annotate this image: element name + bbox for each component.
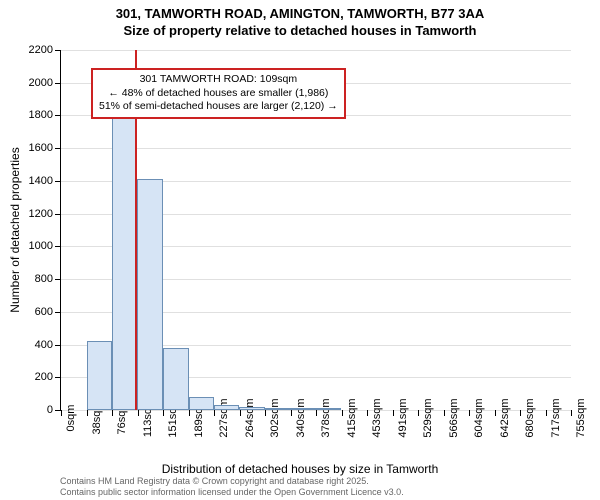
y-tick-label: 200	[35, 371, 53, 383]
y-tick-label: 400	[35, 339, 53, 351]
x-tick	[112, 410, 113, 416]
grid-line	[61, 148, 571, 149]
x-tick	[495, 410, 496, 416]
y-tick	[55, 345, 61, 346]
x-tick-label: 680sqm	[524, 398, 536, 437]
x-tick	[291, 410, 292, 416]
x-tick	[520, 410, 521, 416]
annotation-line-3: 51% of semi-detached houses are larger (…	[99, 100, 338, 114]
x-axis-title: Distribution of detached houses by size …	[0, 462, 600, 476]
x-tick	[367, 410, 368, 416]
annotation-line-2: ← 48% of detached houses are smaller (1,…	[99, 87, 338, 101]
footer-line-1: Contains HM Land Registry data © Crown c…	[60, 476, 404, 487]
x-tick	[240, 410, 241, 416]
chart-container: 301, TAMWORTH ROAD, AMINGTON, TAMWORTH, …	[0, 0, 600, 500]
histogram-bar	[265, 408, 291, 410]
y-axis-title: Number of detached properties	[8, 147, 22, 312]
y-tick-label: 1000	[29, 240, 53, 252]
y-tick	[55, 148, 61, 149]
x-tick	[546, 410, 547, 416]
y-tick	[55, 181, 61, 182]
x-tick	[189, 410, 190, 416]
x-tick-label: 453sqm	[371, 398, 383, 437]
x-tick	[342, 410, 343, 416]
y-tick	[55, 279, 61, 280]
y-tick-label: 800	[35, 273, 53, 285]
plot-area: 0200400600800100012001400160018002000220…	[60, 50, 571, 411]
y-tick-label: 0	[47, 404, 53, 416]
x-tick	[393, 410, 394, 416]
title-line-2: Size of property relative to detached ho…	[0, 23, 600, 40]
footer-attribution: Contains HM Land Registry data © Crown c…	[60, 476, 404, 498]
y-tick	[55, 312, 61, 313]
x-tick-label: 604sqm	[473, 398, 485, 437]
histogram-bar	[112, 112, 137, 410]
y-tick-label: 2000	[29, 77, 53, 89]
y-tick-label: 1400	[29, 175, 53, 187]
histogram-bar	[316, 408, 341, 410]
annotation-line-1: 301 TAMWORTH ROAD: 109sqm	[99, 73, 338, 87]
x-tick	[444, 410, 445, 416]
x-tick	[138, 410, 139, 416]
annotation-box: 301 TAMWORTH ROAD: 109sqm← 48% of detach…	[91, 68, 346, 119]
x-tick-label: 566sqm	[448, 398, 460, 437]
x-tick-label: 491sqm	[397, 398, 409, 437]
x-tick	[163, 410, 164, 416]
footer-line-2: Contains public sector information licen…	[60, 487, 404, 498]
histogram-bar	[189, 397, 215, 410]
x-tick	[265, 410, 266, 416]
x-tick-label: 0sqm	[65, 405, 77, 432]
x-tick	[214, 410, 215, 416]
x-tick-label: 264sqm	[244, 398, 256, 437]
y-tick-label: 1200	[29, 208, 53, 220]
y-tick	[55, 115, 61, 116]
y-tick	[55, 246, 61, 247]
x-tick-label: 755sqm	[575, 398, 587, 437]
x-tick	[469, 410, 470, 416]
y-tick-label: 1600	[29, 142, 53, 154]
histogram-bar	[239, 407, 265, 410]
x-tick-label: 378sqm	[320, 398, 332, 437]
x-tick	[87, 410, 88, 416]
x-tick	[61, 410, 62, 416]
histogram-bar	[214, 405, 239, 410]
x-tick-label: 340sqm	[295, 398, 307, 437]
x-tick-label: 717sqm	[550, 398, 562, 437]
x-tick	[571, 410, 572, 416]
y-tick-label: 2200	[29, 44, 53, 56]
grid-line	[61, 50, 571, 51]
y-tick	[55, 83, 61, 84]
x-tick	[418, 410, 419, 416]
x-tick-label: 415sqm	[346, 398, 358, 437]
x-tick-label: 529sqm	[422, 398, 434, 437]
x-tick-label: 302sqm	[269, 398, 281, 437]
histogram-bar	[87, 341, 113, 410]
y-tick-label: 1800	[29, 109, 53, 121]
title-line-1: 301, TAMWORTH ROAD, AMINGTON, TAMWORTH, …	[0, 6, 600, 23]
x-tick	[316, 410, 317, 416]
y-tick	[55, 214, 61, 215]
histogram-bar	[291, 408, 317, 410]
histogram-bar	[163, 348, 189, 410]
y-tick	[55, 50, 61, 51]
histogram-bar	[137, 179, 163, 410]
y-tick	[55, 377, 61, 378]
x-tick-label: 642sqm	[499, 398, 511, 437]
y-tick-label: 600	[35, 306, 53, 318]
chart-title: 301, TAMWORTH ROAD, AMINGTON, TAMWORTH, …	[0, 0, 600, 40]
